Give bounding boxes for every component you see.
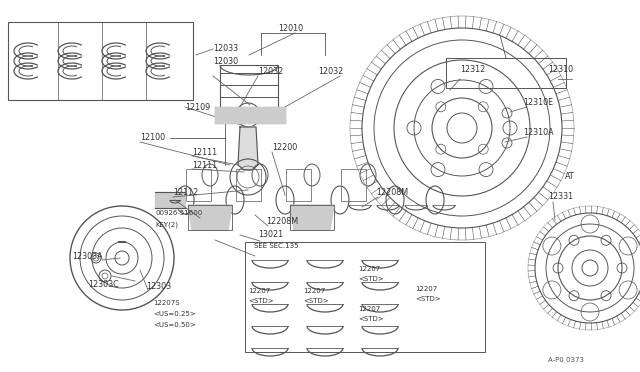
Text: <STD>: <STD> <box>248 298 274 304</box>
Text: <STD>: <STD> <box>303 298 328 304</box>
Text: 12331: 12331 <box>548 192 573 201</box>
Text: 12310A: 12310A <box>523 128 554 137</box>
Polygon shape <box>188 205 232 230</box>
Text: 12310: 12310 <box>548 65 573 74</box>
Bar <box>290 205 334 230</box>
Bar <box>188 205 232 230</box>
Bar <box>8 22 193 100</box>
Text: 12030: 12030 <box>213 57 238 66</box>
Text: 00926-51600: 00926-51600 <box>155 210 202 216</box>
Text: 12303: 12303 <box>146 282 171 291</box>
Bar <box>286 169 311 201</box>
Text: 12303A: 12303A <box>72 252 102 261</box>
Text: 12032: 12032 <box>318 67 343 76</box>
Text: 13021: 13021 <box>258 230 283 239</box>
Text: 12312: 12312 <box>460 65 485 74</box>
Text: <STD>: <STD> <box>358 316 383 322</box>
Text: 12010: 12010 <box>278 24 303 33</box>
Bar <box>341 169 366 201</box>
Text: 12200: 12200 <box>272 143 297 152</box>
Text: <STD>: <STD> <box>415 296 440 302</box>
Bar <box>236 169 261 201</box>
Polygon shape <box>290 205 334 230</box>
Text: 12207: 12207 <box>358 266 380 272</box>
Polygon shape <box>215 107 285 123</box>
Text: <STD>: <STD> <box>358 276 383 282</box>
Bar <box>446 58 566 88</box>
Text: AT: AT <box>565 172 575 181</box>
Text: 12207: 12207 <box>303 288 325 294</box>
Bar <box>245 242 485 352</box>
Text: SEE SEC.135: SEE SEC.135 <box>254 243 298 249</box>
Text: 12100: 12100 <box>140 133 165 142</box>
Bar <box>186 169 211 201</box>
Text: 12207: 12207 <box>415 286 437 292</box>
Polygon shape <box>238 127 258 170</box>
Text: <US=0.50>: <US=0.50> <box>153 322 196 328</box>
Text: 12207S: 12207S <box>153 300 180 306</box>
Text: 12208M: 12208M <box>376 188 408 197</box>
Text: 12112: 12112 <box>173 188 198 197</box>
Bar <box>220 65 278 120</box>
Text: <US=0.25>: <US=0.25> <box>153 311 196 317</box>
Text: 12033: 12033 <box>213 44 238 53</box>
Text: 12207: 12207 <box>358 306 380 312</box>
Text: 12303C: 12303C <box>88 280 119 289</box>
Text: 12111: 12111 <box>192 148 217 157</box>
Text: 12111: 12111 <box>192 161 217 170</box>
Text: KEY(2): KEY(2) <box>155 221 178 228</box>
Polygon shape <box>155 192 185 208</box>
Text: 12207: 12207 <box>248 288 270 294</box>
Text: 12032: 12032 <box>258 67 284 76</box>
Text: 12109: 12109 <box>185 103 211 112</box>
Text: A-P0 0373: A-P0 0373 <box>548 357 584 363</box>
Text: 12208M: 12208M <box>266 217 298 226</box>
Text: 12310E: 12310E <box>523 98 553 107</box>
